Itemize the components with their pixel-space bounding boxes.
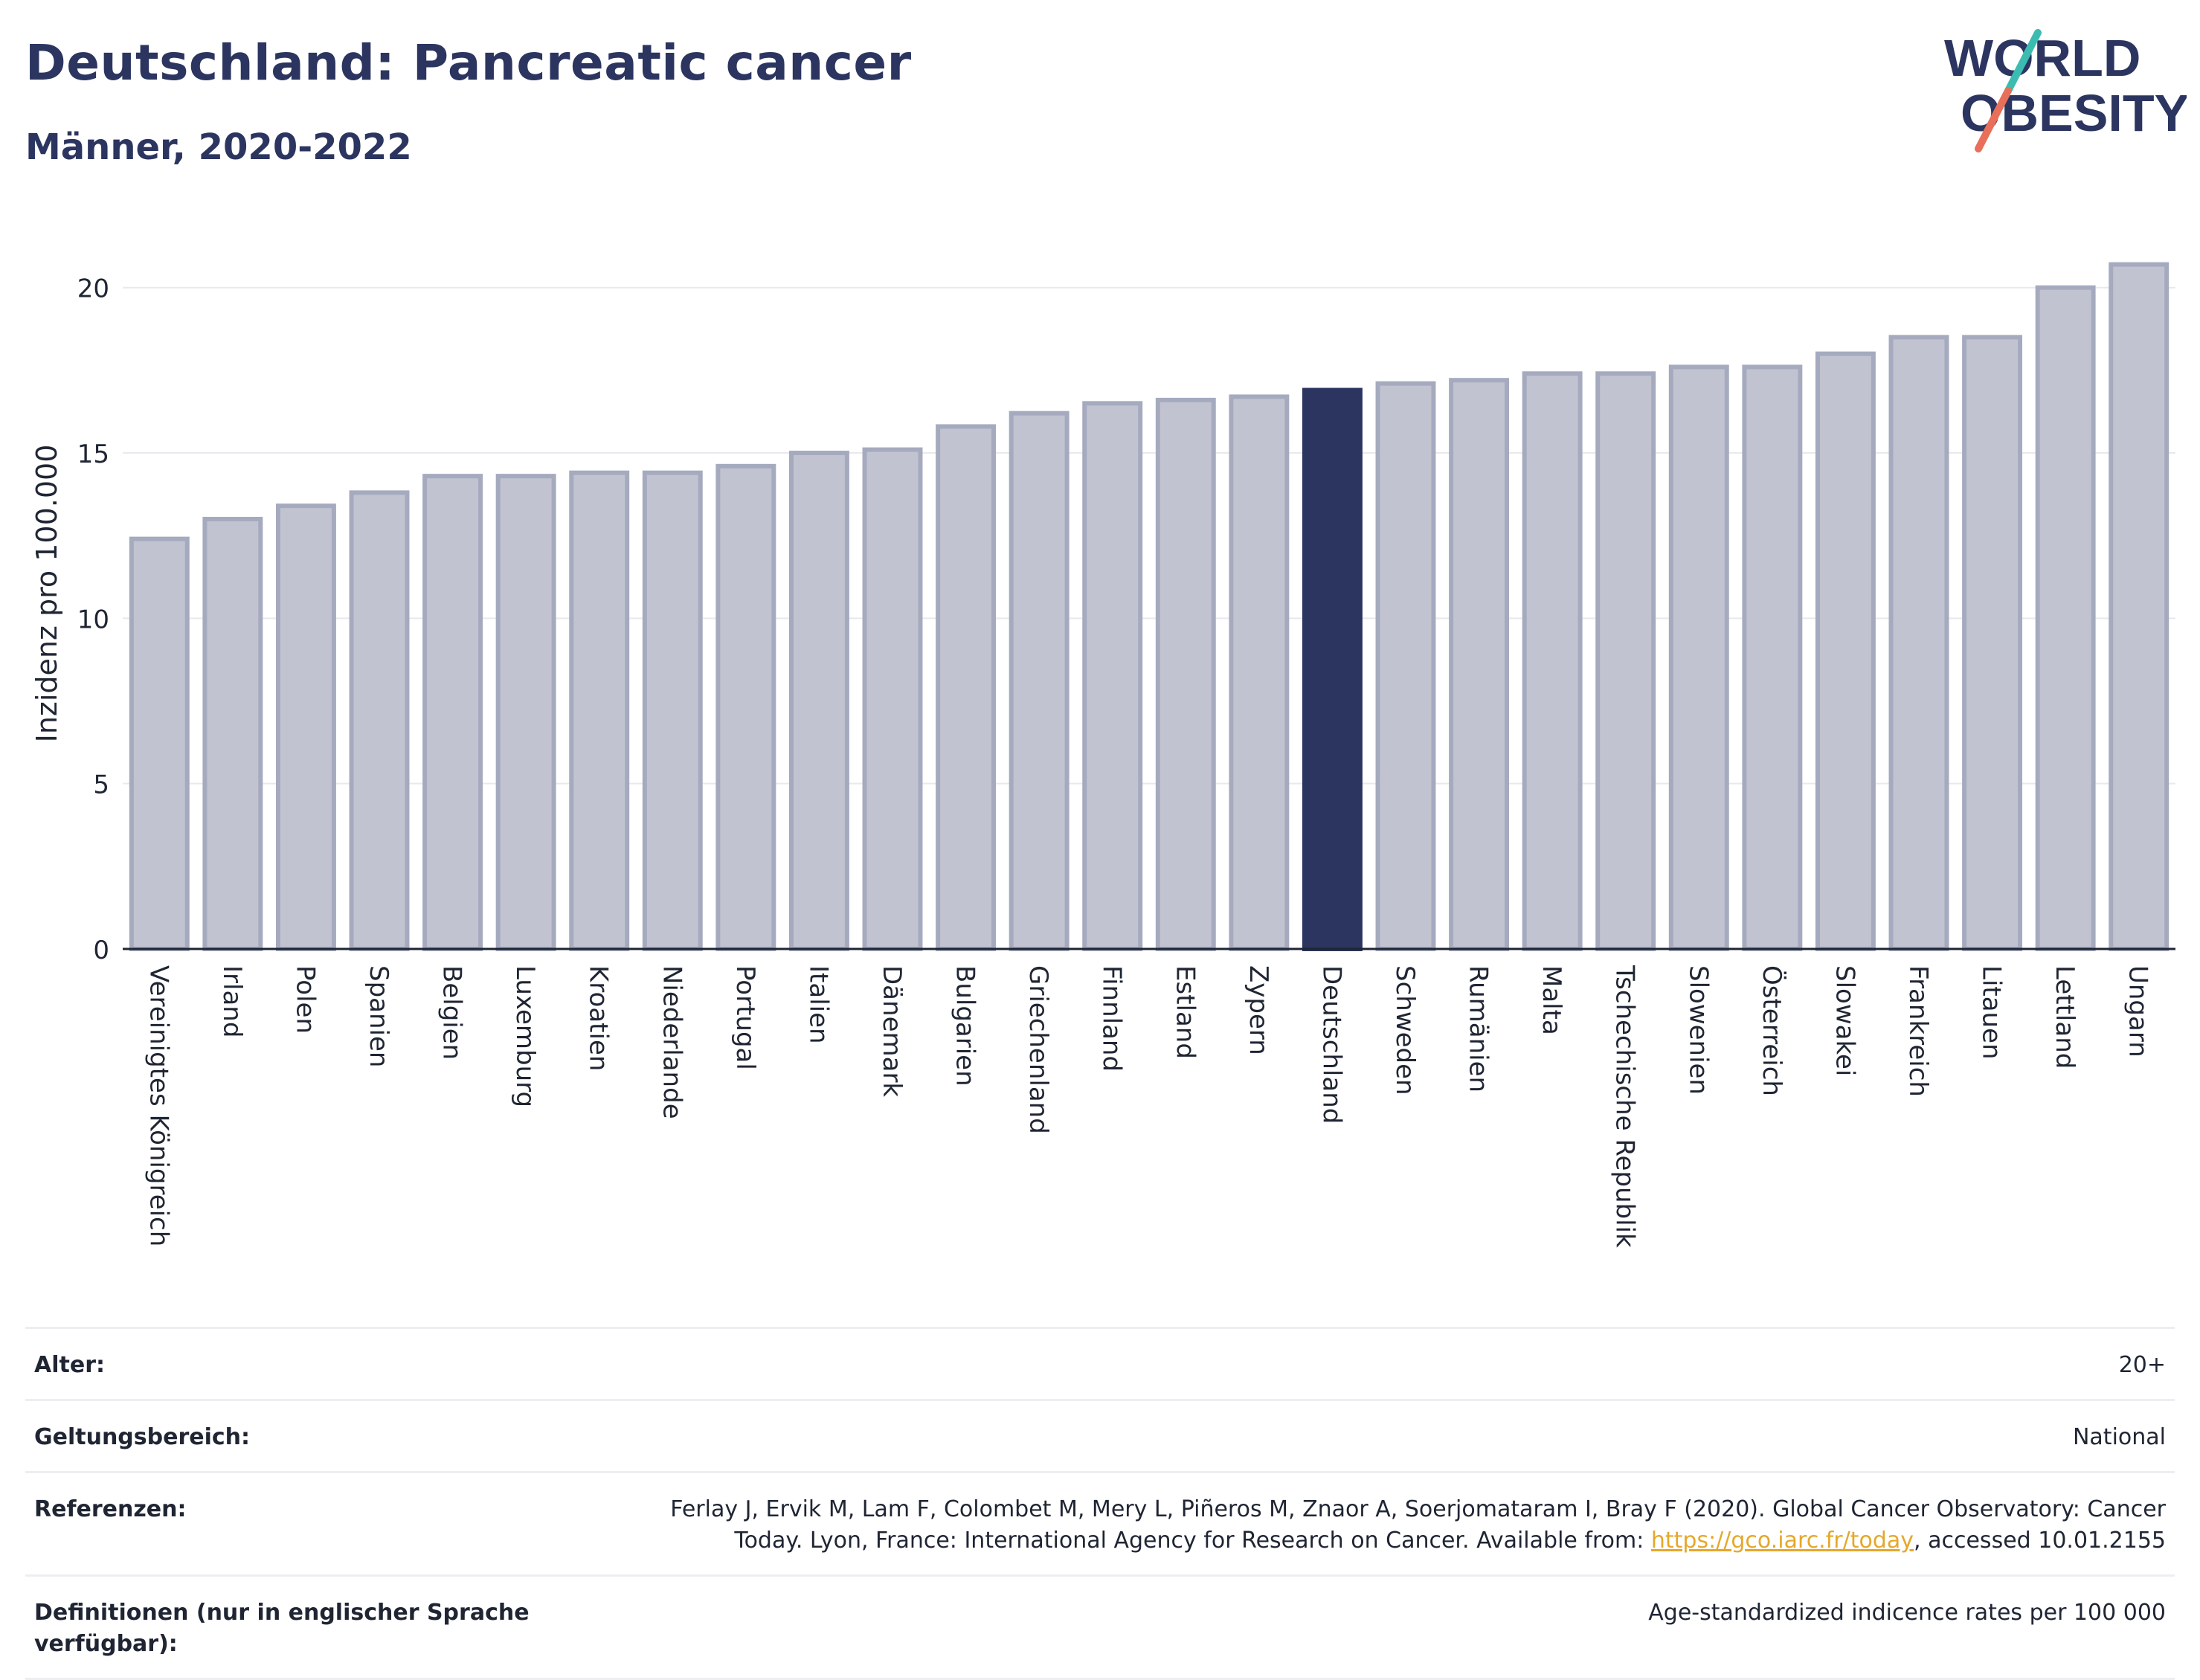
bar xyxy=(1815,351,1876,951)
x-tick-label: Österreich xyxy=(1757,965,1787,1096)
x-tick-label: Malta xyxy=(1537,965,1566,1035)
bar xyxy=(1009,411,1070,952)
bar xyxy=(1449,378,1510,951)
bar xyxy=(1302,387,1363,951)
x-tick-label: Dänemark xyxy=(877,965,907,1097)
bar xyxy=(1522,371,1583,951)
bar xyxy=(936,424,997,951)
bar xyxy=(1375,381,1436,952)
x-tick-label: Vereinigtes Königreich xyxy=(144,965,173,1246)
bar xyxy=(1742,364,1803,952)
meta-value-age: 20+ xyxy=(2118,1352,2166,1378)
meta-label-age: Alter: xyxy=(34,1352,105,1378)
bar xyxy=(1962,335,2023,952)
x-tick-label: Italien xyxy=(803,965,833,1044)
bar xyxy=(2035,285,2096,951)
bar xyxy=(715,463,776,951)
references-line1: Ferlay J, Ervik M, Lam F, Colombet M, Me… xyxy=(670,1496,2166,1522)
bar xyxy=(642,470,703,951)
x-tick-label: Frankreich xyxy=(1903,965,1933,1097)
bar xyxy=(129,536,190,951)
x-tick-label: Griechenland xyxy=(1023,965,1053,1134)
meta-label-references: Referenzen: xyxy=(34,1496,187,1522)
x-tick-label: Litauen xyxy=(1977,965,2007,1060)
x-tick-label: Estland xyxy=(1170,965,1200,1059)
x-tick-label: Belgien xyxy=(437,965,467,1060)
meta-row-age: Alter: 20+ xyxy=(25,1327,2175,1399)
meta-row-definitions: Definitionen (nur in englischer Sprache … xyxy=(25,1574,2175,1680)
y-tick-label: 0 xyxy=(93,936,109,965)
page-subtitle: Männer, 2020-2022 xyxy=(25,126,412,168)
y-tick-label: 15 xyxy=(77,440,109,469)
page-title: Deutschland: Pancreatic cancer xyxy=(25,34,912,91)
bar xyxy=(1668,364,1729,952)
logo-slash-top xyxy=(2004,29,2042,94)
logo-slash-bottom xyxy=(1975,87,2012,152)
x-tick-label: Slowenien xyxy=(1683,965,1713,1095)
bar xyxy=(422,474,483,951)
metadata-table: Alter: 20+ Geltungsbereich: National Ref… xyxy=(25,1327,2175,1680)
bar-chart: 0 5 10 15 20 Inzidenz pro 100.000 Vereinigtes … xyxy=(30,262,2175,1248)
x-tick-label: Ungarn xyxy=(2123,965,2153,1058)
bar xyxy=(862,447,923,952)
y-tick-label: 20 xyxy=(77,274,109,304)
x-tick-label: Luxemburg xyxy=(510,965,540,1107)
meta-label-definitions: Definitionen (nur in englischer Sprache … xyxy=(34,1600,530,1657)
bar xyxy=(349,490,410,951)
bar xyxy=(788,451,849,951)
bar xyxy=(495,474,556,951)
bar xyxy=(1082,401,1143,952)
x-tick-label: Zypern xyxy=(1244,965,1273,1055)
bar xyxy=(1155,397,1216,951)
references-line2-suffix: , accessed 10.01.2155 xyxy=(1914,1528,2166,1554)
y-tick-label: 10 xyxy=(77,605,109,634)
bar xyxy=(1229,394,1290,951)
x-tick-label: Portugal xyxy=(730,965,760,1070)
x-tick-label: Spanien xyxy=(364,965,393,1067)
x-tick-label: Kroatien xyxy=(584,965,614,1071)
x-tick-label: Irland xyxy=(217,965,247,1037)
bar xyxy=(202,516,263,951)
logo-text-world: WORLD xyxy=(1944,29,2141,87)
meta-row-scope: Geltungsbereich: National xyxy=(25,1399,2175,1471)
x-tick-label: Polen xyxy=(290,965,320,1034)
meta-label-scope: Geltungsbereich: xyxy=(34,1424,251,1450)
references-line2-prefix: Today. Lyon, France: International Agenc… xyxy=(734,1528,1651,1554)
meta-value-scope: National xyxy=(2072,1424,2166,1450)
bar xyxy=(275,503,336,952)
x-tick-label: Schweden xyxy=(1390,965,1420,1095)
bar xyxy=(2109,262,2170,952)
x-tick-label: Niederlande xyxy=(657,965,686,1119)
meta-value-references: Ferlay J, Ervik M, Lam F, Colombet M, Me… xyxy=(670,1494,2166,1557)
x-tick-label: Tschechische Republik xyxy=(1610,965,1640,1248)
x-tick-label: Lettland xyxy=(2050,965,2080,1069)
x-tick-label: Deutschland xyxy=(1316,965,1346,1124)
x-tick-label: Rumänien xyxy=(1464,965,1493,1092)
x-tick-label: Bulgarien xyxy=(951,965,980,1087)
x-tick-label: Slowakei xyxy=(1830,965,1859,1076)
world-obesity-logo: WORLD OBESITY xyxy=(1944,29,2187,152)
references-link[interactable]: https://gco.iarc.fr/today xyxy=(1650,1528,1914,1554)
meta-row-references: Referenzen: Ferlay J, Ervik M, Lam F, Co… xyxy=(25,1471,2175,1574)
bar xyxy=(569,470,630,951)
meta-value-definitions: Age-standardized indicence rates per 100… xyxy=(1648,1600,2166,1626)
x-tick-label: Finnland xyxy=(1097,965,1127,1072)
y-axis-label: Inzidenz pro 100.000 xyxy=(30,445,63,743)
y-tick-label: 5 xyxy=(93,770,109,800)
bar xyxy=(1595,371,1656,951)
bar xyxy=(1888,335,1949,952)
